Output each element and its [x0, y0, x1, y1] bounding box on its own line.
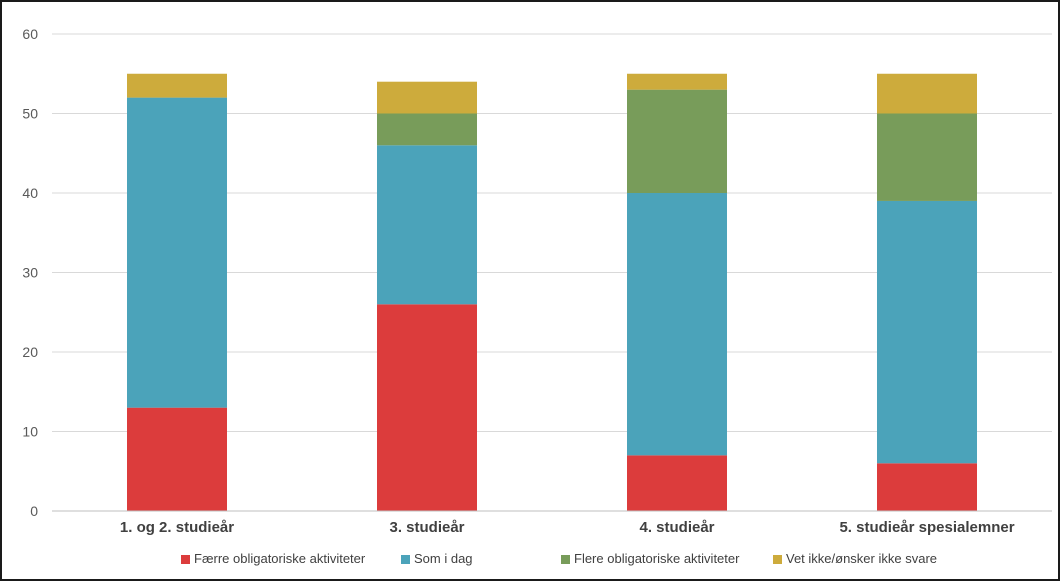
legend-label: Som i dag: [414, 551, 473, 566]
bar-segment: [877, 463, 977, 511]
category-label: 3. studieår: [389, 519, 464, 536]
bar-segment: [377, 304, 477, 511]
bar-segment: [377, 81, 477, 114]
y-tick-label: 50: [22, 106, 38, 122]
category-label: 1. og 2. studieår: [120, 519, 234, 536]
category-label: 5. studieår spesialemner: [839, 519, 1014, 536]
legend-swatch: [181, 555, 190, 564]
bar-stack: [377, 81, 477, 511]
legend-item: Færre obligatoriske aktiviteter: [181, 551, 366, 566]
bar-segment: [377, 113, 477, 146]
bar-segment: [627, 73, 727, 90]
bars: [127, 73, 977, 511]
y-axis-tick-labels: 0 10 20 30 40 50 60: [22, 26, 38, 519]
category-label: 4. studieår: [639, 519, 714, 536]
bar-segment: [877, 73, 977, 114]
bar-segment: [377, 145, 477, 305]
legend-swatch: [401, 555, 410, 564]
bar-stack: [127, 73, 227, 511]
y-tick-label: 40: [22, 185, 38, 201]
x-axis: 1. og 2. studieår 3. studieår 4. studieår 5…: [52, 510, 1052, 536]
bar-segment: [627, 89, 727, 193]
legend: Færre obligatoriske aktiviteter Som i dag…: [181, 551, 937, 566]
legend-item: Flere obligatoriske aktiviteter: [561, 551, 740, 566]
bar-segment: [627, 455, 727, 511]
bar-stack: [627, 73, 727, 511]
bar-segment: [127, 407, 227, 511]
y-tick-label: 20: [22, 344, 38, 360]
legend-swatch: [561, 555, 570, 564]
bar-stack: [877, 73, 977, 511]
legend-label: Færre obligatoriske aktiviteter: [194, 551, 366, 566]
bar-segment: [877, 200, 977, 464]
bar-segment: [127, 73, 227, 98]
y-tick-label: 0: [30, 503, 38, 519]
bar-segment: [877, 113, 977, 201]
legend-label: Flere obligatoriske aktiviteter: [574, 551, 740, 566]
legend-item: Vet ikke/ønsker ikke svare: [773, 551, 937, 566]
y-tick-label: 10: [22, 424, 38, 440]
y-tick-label: 60: [22, 26, 38, 42]
bar-segment: [127, 97, 227, 408]
y-tick-label: 30: [22, 265, 38, 281]
legend-label: Vet ikke/ønsker ikke svare: [786, 551, 937, 566]
legend-item: Som i dag: [401, 551, 473, 566]
bar-segment: [627, 193, 727, 456]
legend-swatch: [773, 555, 782, 564]
